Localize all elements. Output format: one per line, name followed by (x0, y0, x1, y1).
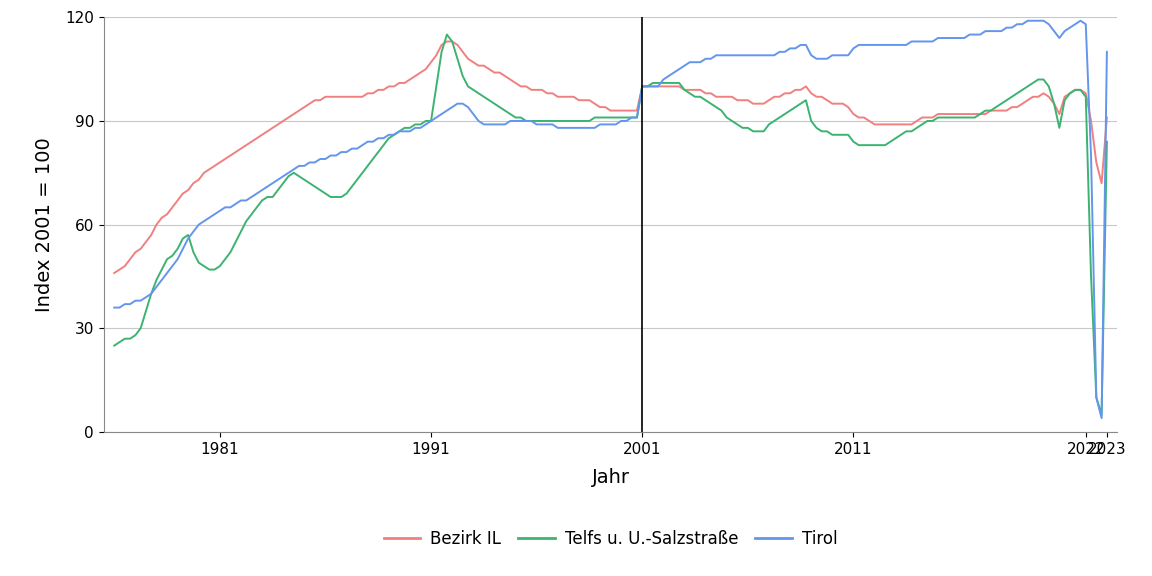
Bezirk IL (767, 93, 781, 100)
Tirol (1100, 48, 1114, 55)
Telfs u. U.-Salzstraße (1100, 138, 1114, 145)
Line: Telfs u. U.-Salzstraße: Telfs u. U.-Salzstraße (114, 35, 1107, 415)
Bezirk IL (440, 38, 454, 45)
Telfs u. U.-Salzstraße (1094, 411, 1108, 418)
Tirol (889, 41, 903, 48)
Telfs u. U.-Salzstraße (303, 180, 317, 187)
Bezirk IL (266, 124, 280, 131)
Bezirk IL (1100, 114, 1114, 121)
Line: Bezirk IL: Bezirk IL (114, 41, 1107, 273)
Y-axis label: Index 2001 = 100: Index 2001 = 100 (35, 137, 54, 312)
Telfs u. U.-Salzstraße (440, 31, 454, 38)
Tirol (107, 304, 121, 311)
Bezirk IL (487, 69, 501, 76)
Bezirk IL (894, 121, 908, 128)
Tirol (483, 121, 497, 128)
Telfs u. U.-Salzstraße (266, 194, 280, 200)
Telfs u. U.-Salzstraße (107, 342, 121, 349)
Tirol (851, 41, 865, 48)
Line: Tirol: Tirol (114, 21, 1107, 418)
Bezirk IL (303, 100, 317, 107)
Bezirk IL (107, 270, 121, 276)
Telfs u. U.-Salzstraße (857, 142, 871, 149)
Telfs u. U.-Salzstraße (894, 131, 908, 138)
X-axis label: Jahr: Jahr (592, 468, 629, 487)
Tirol (303, 159, 317, 166)
Tirol (761, 52, 775, 59)
Legend: Bezirk IL, Telfs u. U.-Salzstraße, Tirol: Bezirk IL, Telfs u. U.-Salzstraße, Tirol (377, 523, 844, 555)
Tirol (1094, 415, 1108, 422)
Tirol (1021, 17, 1034, 24)
Telfs u. U.-Salzstraße (487, 100, 501, 107)
Tirol (266, 180, 280, 187)
Telfs u. U.-Salzstraße (767, 118, 781, 124)
Bezirk IL (857, 114, 871, 121)
